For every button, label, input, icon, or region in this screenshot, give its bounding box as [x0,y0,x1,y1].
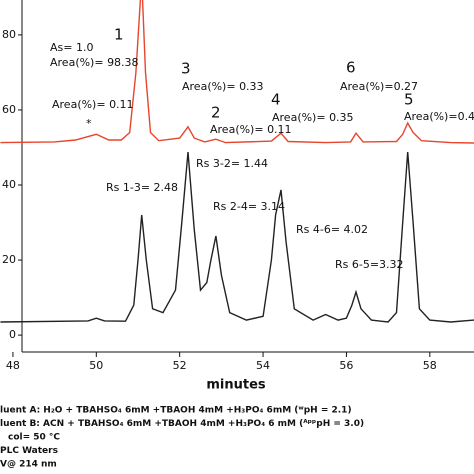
annotation: Rs 3-2= 1.44 [196,157,268,170]
annotation: Area(%)= 0.11 [210,123,292,136]
annotation: Area(%)=0.44 [404,110,474,123]
annotation: Area(%)=0.27 [340,80,418,93]
annotation: Area(%)= 0.33 [182,80,264,93]
y-tick-label: 60 [2,103,16,116]
annotation: Rs 1-3= 2.48 [106,181,178,194]
y-tick-label: 80 [2,28,16,41]
annotation: Area(%)= 0.35 [272,111,354,124]
x-axis-label: minutes [206,378,266,393]
note: PLC Waters [0,446,58,456]
note: luent B: ACN + TBAHSO₄ 6mM +TBAOH 4mM +H… [0,419,364,429]
x-tick-label: 56 [339,359,353,372]
trace [0,0,474,144]
annotation: Rs 4-6= 4.02 [296,223,368,236]
annotation: 4 [271,91,281,109]
annotation: 3 [181,60,191,78]
annotation: Area(%)= 98.38 [50,56,139,69]
annotation: * [86,117,92,130]
x-tick-label: 58 [423,359,437,372]
y-tick-label: 40 [2,178,16,191]
note: col= 50 °C [8,433,60,443]
x-tick-label: 52 [173,359,187,372]
x-tick-label: 50 [89,359,103,372]
annotation: 6 [346,59,356,77]
annotation: 5 [404,91,414,109]
note: luent A: H₂O + TBAHSO₄ 6mM +TBAOH 4mM +H… [0,406,352,416]
y-tick-label: 20 [2,253,16,266]
trace [0,151,474,323]
x-tick-label: 48 [6,359,20,372]
annotation: 2 [211,104,221,122]
annotation: Area(%)= 0.11 [52,98,134,111]
annotation: As= 1.0 [50,41,93,54]
x-tick-label: 54 [256,359,270,372]
annotation: 1 [114,26,124,44]
annotation: Rs 2-4= 3.14 [213,200,285,213]
annotation: Rs 6-5=3.32 [335,258,404,271]
note: V@ 214 nm [0,460,57,470]
y-tick-label: 0 [9,328,16,341]
